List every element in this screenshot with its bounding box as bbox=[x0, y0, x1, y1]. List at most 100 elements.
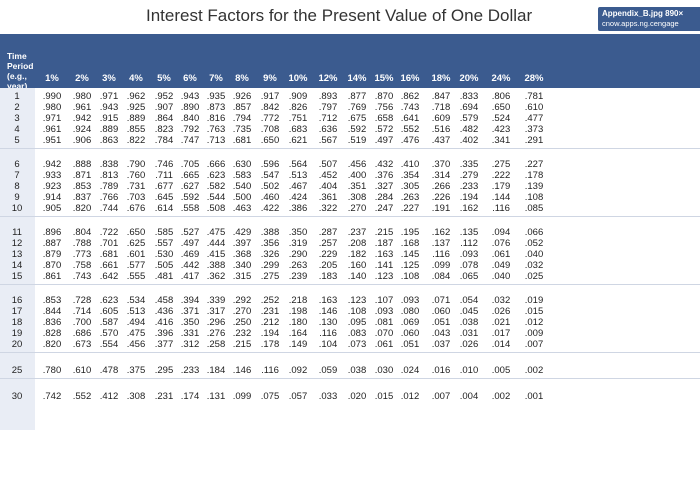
factor-cell: .279 bbox=[459, 170, 479, 181]
factor-cell: .131 bbox=[206, 391, 226, 402]
factor-cell: .032 bbox=[524, 260, 544, 271]
factor-cell: .661 bbox=[99, 260, 119, 271]
factor-cell: .163 bbox=[374, 249, 394, 260]
factor-cell: .232 bbox=[232, 328, 252, 339]
factor-cell: .060 bbox=[431, 306, 451, 317]
factor-cell: .760 bbox=[126, 170, 146, 181]
factor-cell: .071 bbox=[431, 295, 451, 306]
factor-cell: .043 bbox=[431, 328, 451, 339]
factor-cell: .540 bbox=[232, 181, 252, 192]
factor-cell: .094 bbox=[491, 227, 511, 238]
factor-cell: .116 bbox=[261, 365, 279, 376]
factor-cell: .400 bbox=[347, 170, 367, 181]
factor-cell: .557 bbox=[154, 238, 174, 249]
factor-cell: .424 bbox=[288, 192, 308, 203]
factor-cell: .681 bbox=[232, 135, 252, 146]
factor-cell: .184 bbox=[206, 365, 226, 376]
factor-cell: .295 bbox=[154, 365, 174, 376]
factor-cell: .763 bbox=[206, 124, 226, 135]
factor-cell: .004 bbox=[459, 391, 479, 402]
factor-cell: .388 bbox=[206, 260, 226, 271]
factor-cell: .162 bbox=[431, 227, 451, 238]
group-divider bbox=[0, 378, 700, 379]
factor-cell: .108 bbox=[347, 306, 367, 317]
factor-cell: .187 bbox=[374, 238, 394, 249]
factor-cell: .497 bbox=[180, 238, 200, 249]
factor-cell: .026 bbox=[459, 339, 479, 350]
factor-cell: .482 bbox=[459, 124, 479, 135]
factor-cell: .943 bbox=[99, 102, 119, 113]
factor-cell: .505 bbox=[154, 260, 174, 271]
rate-header: 4% bbox=[129, 73, 143, 84]
factor-cell: .140 bbox=[347, 271, 367, 282]
factor-cell: .145 bbox=[400, 249, 420, 260]
factor-cell: .871 bbox=[72, 170, 92, 181]
factor-cell: .373 bbox=[524, 124, 544, 135]
factor-cell: .887 bbox=[42, 238, 62, 249]
table-row: 17 .844 .714 .605 .513 .436 .371 .317 .270 .231 .1… bbox=[0, 306, 700, 317]
factor-cell: .125 bbox=[400, 260, 420, 271]
factor-cell: .231 bbox=[260, 306, 280, 317]
factor-cell: .961 bbox=[72, 102, 92, 113]
factor-cell: .686 bbox=[72, 328, 92, 339]
rate-header: 10% bbox=[288, 73, 308, 84]
factor-cell: .351 bbox=[347, 181, 367, 192]
factor-cell: .341 bbox=[491, 135, 511, 146]
factor-cell: .527 bbox=[180, 227, 200, 238]
factor-cell: .743 bbox=[400, 102, 420, 113]
factor-cell: .847 bbox=[431, 91, 451, 102]
rate-header: 6% bbox=[183, 73, 197, 84]
factor-cell: .054 bbox=[459, 295, 479, 306]
factor-cell: .497 bbox=[374, 135, 394, 146]
factor-cell: .788 bbox=[72, 238, 92, 249]
factor-cell: .354 bbox=[400, 170, 420, 181]
factor-cell: .833 bbox=[459, 91, 479, 102]
factor-cell: .016 bbox=[431, 365, 451, 376]
factor-cell: .636 bbox=[318, 124, 338, 135]
factor-cell: .377 bbox=[154, 339, 174, 350]
factor-cell: .083 bbox=[347, 328, 367, 339]
factor-cell: .183 bbox=[318, 271, 338, 282]
factor-cell: .312 bbox=[180, 339, 200, 350]
factor-cell: .705 bbox=[180, 159, 200, 170]
header-band bbox=[0, 34, 700, 46]
factor-cell: .362 bbox=[206, 271, 226, 282]
factor-cell: .250 bbox=[232, 317, 252, 328]
factor-cell: .116 bbox=[492, 203, 510, 214]
factor-cell: .790 bbox=[126, 159, 146, 170]
factor-cell: .722 bbox=[99, 227, 119, 238]
factor-cell: .416 bbox=[154, 317, 174, 328]
factor-cell: .410 bbox=[400, 159, 420, 170]
factor-cell: .061 bbox=[491, 249, 511, 260]
period-cell: 18 bbox=[11, 317, 23, 328]
factor-cell: .093 bbox=[374, 306, 394, 317]
factor-cell: .896 bbox=[42, 227, 62, 238]
period-cell: 4 bbox=[14, 124, 20, 135]
table-row: 11 .896 .804 .722 .650 .585 .527 .475 .429 .388 .3… bbox=[0, 227, 700, 238]
factor-cell: .943 bbox=[180, 91, 200, 102]
factor-cell: .864 bbox=[154, 113, 174, 124]
factor-cell: .714 bbox=[72, 306, 92, 317]
factor-cell: .861 bbox=[42, 271, 62, 282]
rate-header: 8% bbox=[235, 73, 249, 84]
factor-cell: .577 bbox=[126, 260, 146, 271]
factor-cell: .415 bbox=[206, 249, 226, 260]
factor-cell: .478 bbox=[99, 365, 119, 376]
factor-cell: .002 bbox=[491, 391, 511, 402]
factor-cell: .683 bbox=[288, 124, 308, 135]
factor-cell: .215 bbox=[232, 339, 252, 350]
factor-cell: .227 bbox=[524, 159, 544, 170]
rate-header: 15% bbox=[374, 73, 394, 84]
factor-cell: .404 bbox=[318, 181, 338, 192]
factor-cell: .694 bbox=[459, 102, 479, 113]
factor-cell: .980 bbox=[72, 91, 92, 102]
factor-cell: .463 bbox=[232, 203, 252, 214]
factor-cell: .108 bbox=[400, 271, 420, 282]
factor-cell: .889 bbox=[99, 124, 119, 135]
factor-cell: .432 bbox=[374, 159, 394, 170]
factor-cell: .284 bbox=[374, 192, 394, 203]
rate-header: 18% bbox=[431, 73, 451, 84]
factor-cell: .524 bbox=[491, 113, 511, 124]
period-cell: 11 bbox=[12, 227, 22, 238]
factor-cell: .467 bbox=[288, 181, 308, 192]
